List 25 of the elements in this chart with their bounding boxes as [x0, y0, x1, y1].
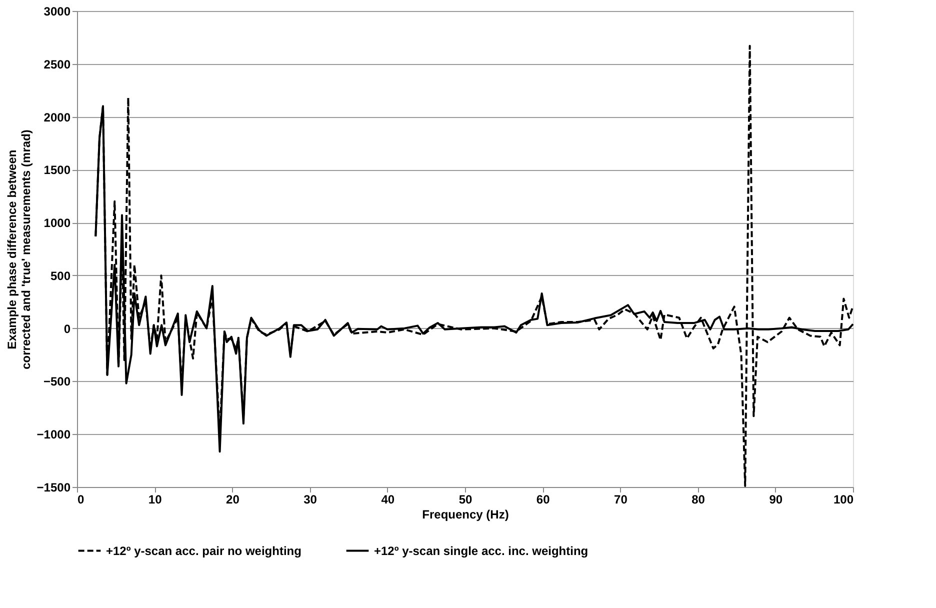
x-tick-label: 30: [304, 492, 318, 506]
x-tick-label: 50: [458, 492, 472, 506]
legend-label: +12º y-scan acc. pair no weighting: [106, 544, 302, 558]
x-tick-label: 20: [226, 492, 240, 506]
y-tick-label: −500: [43, 374, 71, 389]
x-tick-label: 70: [614, 492, 628, 506]
y-tick-label: 500: [50, 268, 71, 283]
x-tick-label: 100: [833, 492, 854, 506]
y-tick-label: 1000: [44, 216, 71, 230]
x-tick-label: 40: [381, 492, 395, 506]
y-tick-label: 3000: [44, 4, 71, 18]
x-tick-label: 80: [692, 492, 706, 506]
x-tick-label: 10: [148, 492, 162, 506]
x-tick-label: 60: [536, 492, 550, 506]
y-tick-label: 2000: [44, 110, 71, 124]
y-tick-label: −1500: [36, 480, 71, 494]
y-tick-label: −1000: [36, 428, 71, 442]
x-tick-label: 90: [769, 492, 783, 506]
y-tick-label: 1500: [44, 163, 71, 178]
y-tick-label: 2500: [44, 57, 71, 72]
x-axis-title: Frequency (Hz): [422, 508, 509, 522]
y-tick-label: 0: [64, 322, 71, 336]
x-tick-label: 0: [78, 492, 84, 506]
y-axis-title: Example phase difference between corrected and 'true' measurements (mrad): [4, 130, 33, 370]
legend-label: +12º y-scan single acc. inc. weighting: [374, 544, 588, 558]
